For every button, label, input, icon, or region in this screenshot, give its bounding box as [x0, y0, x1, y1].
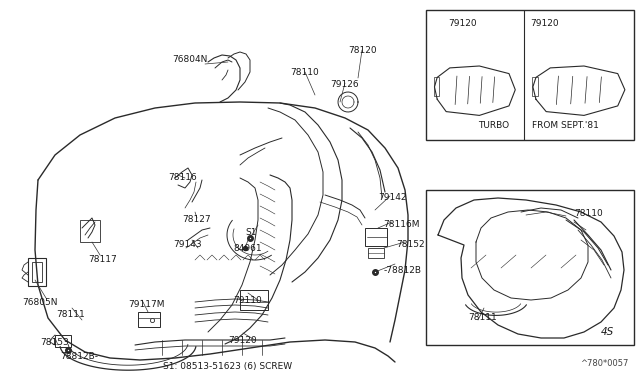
- Bar: [32, 262, 42, 282]
- Text: 78110: 78110: [290, 68, 319, 77]
- Text: 78117: 78117: [88, 255, 116, 264]
- Bar: [80, 220, 100, 242]
- Bar: [28, 258, 46, 286]
- Text: TURBO: TURBO: [478, 121, 509, 130]
- Bar: [426, 10, 634, 140]
- Bar: [426, 190, 634, 345]
- Text: 76805N: 76805N: [22, 298, 58, 307]
- Bar: [240, 290, 268, 310]
- Text: 79120: 79120: [530, 19, 558, 28]
- Text: 4S: 4S: [601, 327, 614, 337]
- Bar: [532, 77, 538, 96]
- Text: 78153: 78153: [40, 338, 68, 347]
- Text: 79142: 79142: [378, 193, 406, 202]
- Bar: [368, 248, 384, 258]
- Bar: [433, 77, 439, 96]
- Text: 78116: 78116: [168, 173, 196, 182]
- Bar: [55, 335, 71, 347]
- Text: 78111: 78111: [468, 313, 497, 322]
- Text: S1: S1: [245, 228, 257, 237]
- Text: 84961: 84961: [233, 244, 262, 253]
- Text: 78120: 78120: [348, 46, 376, 55]
- Bar: [138, 312, 160, 327]
- Text: -78812B: -78812B: [384, 266, 422, 275]
- Text: 78111: 78111: [56, 310, 84, 319]
- Text: 78110: 78110: [574, 209, 603, 218]
- Text: 79126: 79126: [330, 80, 358, 89]
- Text: FROM SEPT.'81: FROM SEPT.'81: [532, 121, 598, 130]
- Text: ^780*0057: ^780*0057: [580, 359, 628, 368]
- Text: 79143: 79143: [173, 240, 202, 249]
- Text: 78812B-: 78812B-: [60, 352, 98, 361]
- Text: S1: 08513-51623 (6) SCREW: S1: 08513-51623 (6) SCREW: [163, 362, 292, 371]
- Text: 78127: 78127: [182, 215, 211, 224]
- Text: 79117M: 79117M: [128, 300, 164, 309]
- Text: 79110: 79110: [233, 296, 262, 305]
- Bar: [365, 228, 387, 246]
- Text: 78116M: 78116M: [383, 220, 419, 229]
- Text: 78152: 78152: [396, 240, 424, 249]
- Text: 79120: 79120: [228, 336, 257, 345]
- Text: 79120: 79120: [448, 19, 477, 28]
- Text: 76804N: 76804N: [172, 55, 207, 64]
